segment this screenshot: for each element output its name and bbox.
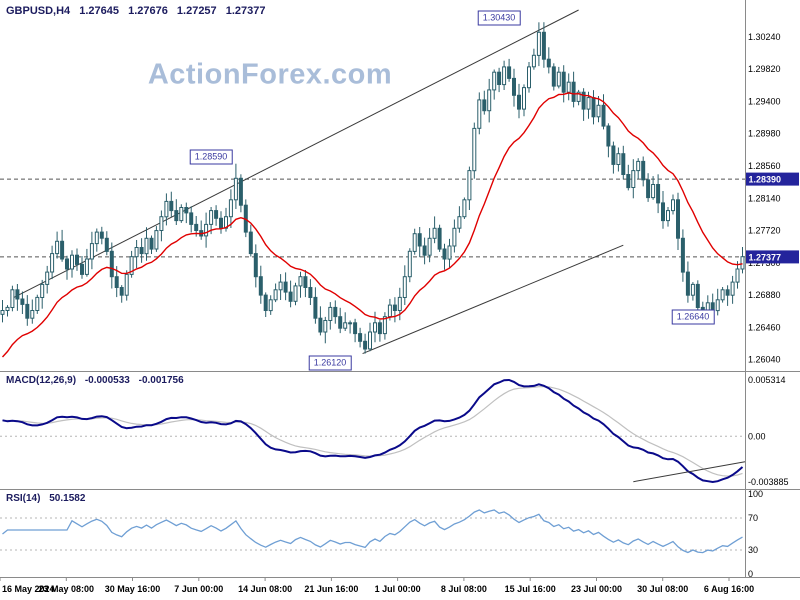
trendlines[interactable] [12,9,624,355]
svg-text:7 Jun 00:00: 7 Jun 00:00 [174,584,223,594]
svg-text:30 May 16:00: 30 May 16:00 [105,584,161,594]
svg-text:1 Jul 00:00: 1 Jul 00:00 [375,584,421,594]
svg-text:1.28140: 1.28140 [748,193,781,203]
svg-text:70: 70 [748,513,758,523]
svg-text:1.28980: 1.28980 [748,129,781,139]
svg-text:30: 30 [748,545,758,555]
macd-main-value: -0.000533 [84,375,130,386]
svg-text:23 May 08:00: 23 May 08:00 [39,584,95,594]
svg-text:21 Jun 16:00: 21 Jun 16:00 [304,584,358,594]
macd-signal-value: -0.001756 [138,375,184,386]
svg-text:0.005314: 0.005314 [748,375,786,385]
macd-main-line [2,378,744,484]
svg-text:6 Aug 16:00: 6 Aug 16:00 [704,584,754,594]
svg-text:1.29820: 1.29820 [748,64,781,74]
candles-layer [0,22,745,354]
svg-text:23 Jul 00:00: 23 Jul 00:00 [571,584,622,594]
ohlc-close: 1.27377 [225,5,266,17]
svg-text:1.27377: 1.27377 [749,252,782,262]
price-annotation-tag[interactable]: 1.26120 [308,355,352,371]
horizontal-level-lines[interactable] [0,178,745,258]
rsi-name: RSI(14) [6,493,41,504]
rsi-line [2,509,743,554]
svg-text:1.28390: 1.28390 [749,175,782,185]
price-annotation-tag[interactable]: 1.28590 [189,149,233,165]
svg-text:15 Jul 16:00: 15 Jul 16:00 [505,584,556,594]
svg-text:1.30240: 1.30240 [748,32,781,42]
ohlc-low: 1.27257 [176,5,217,17]
price-axis[interactable]: 1.30240 1.29820 1.29400 1.28980 1.28560 1.281… [746,32,799,365]
macd-name: MACD(12,26,9) [6,375,77,386]
panel-separators [0,0,800,578]
svg-text:0.00: 0.00 [748,431,766,441]
svg-text:14 Jun 08:00: 14 Jun 08:00 [238,584,292,594]
svg-text:-0.003885: -0.003885 [748,477,789,487]
ohlc-high: 1.27676 [128,5,168,17]
svg-text:8 Jul 08:00: 8 Jul 08:00 [441,584,487,594]
svg-text:30 Jul 08:00: 30 Jul 08:00 [637,584,688,594]
macd-indicator-label: MACD(12,26,9) -0.000533 -0.001756 [6,375,190,386]
price-annotation-tag[interactable]: 1.30430 [477,10,521,26]
svg-text:1.27720: 1.27720 [748,226,781,236]
indicator-axis: 0.005314 0.00 -0.003885 100 70 30 0 [748,375,789,579]
svg-text:1.26880: 1.26880 [748,290,781,300]
symbol-timeframe-label: GBPUSD,H4 [6,5,71,17]
svg-text:100: 100 [748,489,763,499]
moving-average-line [1,92,743,358]
rsi-indicator-label: RSI(14) 50.1582 [6,493,91,504]
price-annotation-tag[interactable]: 1.26640 [671,309,715,325]
svg-text:0: 0 [748,569,753,579]
macd-signal-line [2,385,743,477]
svg-text:1.26040: 1.26040 [748,355,781,365]
rsi-value: 50.1582 [49,493,86,504]
svg-text:1.28560: 1.28560 [748,161,781,171]
svg-text:1.26460: 1.26460 [748,322,781,332]
ohlc-open: 1.27645 [79,5,120,17]
watermark: ActionForex.com [147,58,393,91]
macd-trendline[interactable] [633,461,746,483]
svg-text:16 May 2024: 16 May 2024 [2,584,55,594]
svg-text:1.29400: 1.29400 [748,96,781,106]
symbol-header: GBPUSD,H4 1.27645 1.27676 1.27257 1.2737… [6,5,272,17]
